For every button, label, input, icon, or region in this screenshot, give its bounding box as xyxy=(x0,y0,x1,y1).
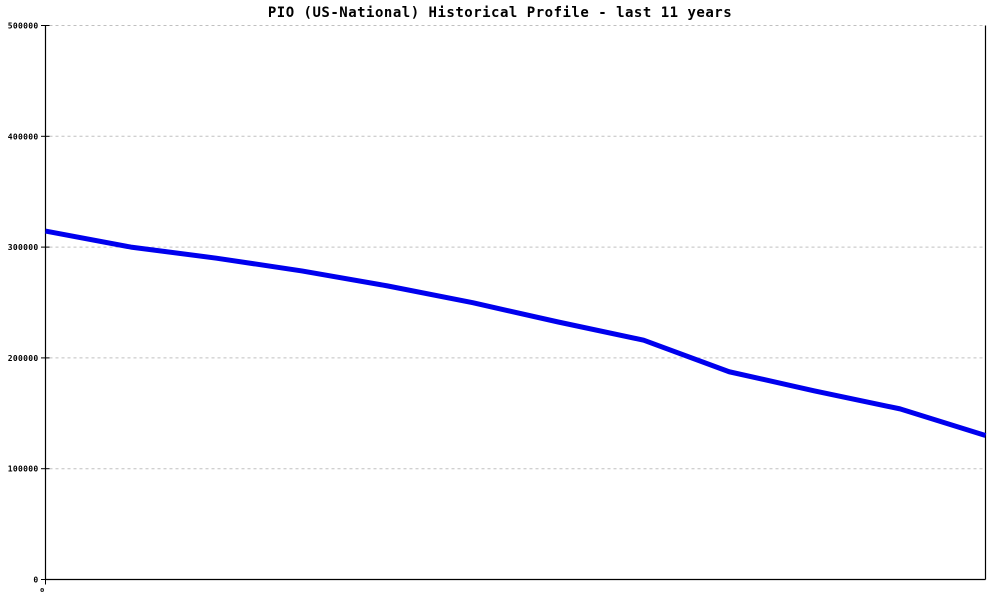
x-axis-origin-label: 0 xyxy=(40,588,45,594)
y-tick-label-0: 0 xyxy=(33,576,38,585)
y-tick-label-400000: 400000 xyxy=(8,132,39,141)
y-tick-label-300000: 300000 xyxy=(8,243,39,252)
y-tick-label-100000: 100000 xyxy=(8,465,39,474)
chart-title: PIO (US-National) Historical Profile - l… xyxy=(267,5,733,21)
y-tick-label-200000: 200000 xyxy=(8,354,39,363)
data-line-pio-historical-profile xyxy=(45,228,987,438)
y-tick-label-500000: 500000 xyxy=(8,22,39,31)
